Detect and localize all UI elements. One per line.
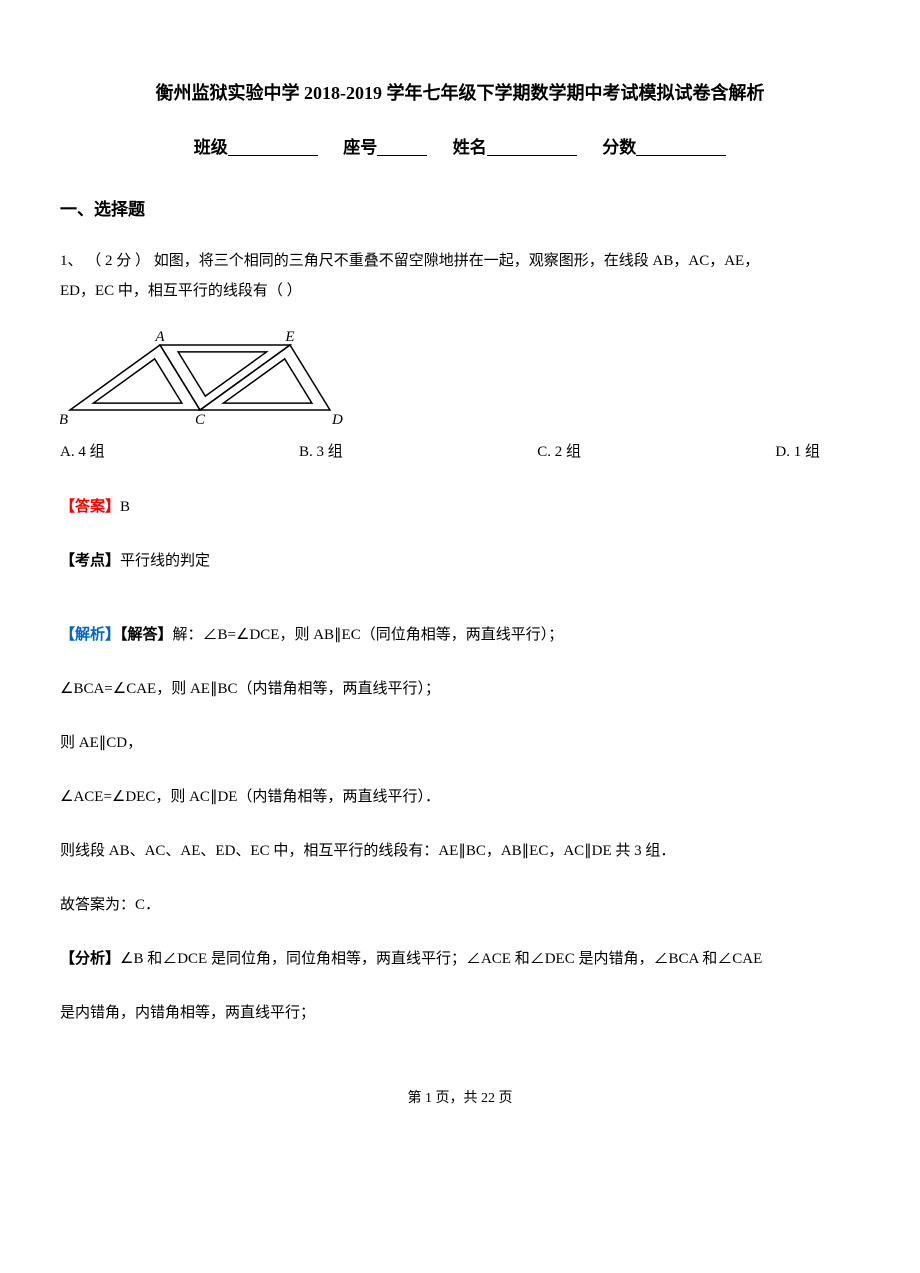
- topic-row: 【考点】平行线的判定: [60, 546, 860, 576]
- topic-value: 平行线的判定: [120, 553, 210, 569]
- page-title: 衡州监狱实验中学 2018-2019 学年七年级下学期数学期中考试模拟试卷含解析: [60, 80, 860, 107]
- name-label: 姓名: [453, 138, 487, 157]
- svg-text:A: A: [154, 330, 165, 345]
- analysis2-label: 【分析】: [60, 951, 120, 967]
- analysis2-line7: ∠B 和∠DCE 是同位角，同位角相等，两直线平行；∠ACE 和∠DEC 是内错…: [120, 951, 762, 967]
- page-footer: 第 1 页，共 22 页: [60, 1088, 860, 1109]
- footer-page: 1: [425, 1091, 432, 1106]
- explain-line4: ∠ACE=∠DEC，则 AC∥DE（内错角相等，两直线平行）．: [60, 782, 860, 812]
- question-number: 1、: [60, 253, 83, 269]
- footer-prefix: 第: [408, 1091, 426, 1106]
- explain-line6: 故答案为：C．: [60, 890, 860, 920]
- analysis-line1: 【解析】【解答】解：∠B=∠DCE，则 AB∥EC（同位角相等，两直线平行）；: [60, 620, 860, 650]
- footer-total: 22: [481, 1091, 495, 1106]
- triangle-figure: A E B C D: [60, 330, 860, 433]
- analysis-label: 【解析】: [60, 627, 120, 643]
- option-b: B. 3 组: [299, 441, 343, 464]
- option-d: D. 1 组: [775, 441, 820, 464]
- explain-line3: 则 AE∥CD，: [60, 728, 860, 758]
- seat-label: 座号: [343, 138, 377, 157]
- class-label: 班级: [194, 138, 228, 157]
- class-blank: [228, 139, 318, 156]
- footer-mid: 页，共: [432, 1091, 481, 1106]
- svg-text:C: C: [195, 412, 206, 425]
- options-row: A. 4 组 B. 3 组 C. 2 组 D. 1 组: [60, 441, 860, 464]
- analysis2-row: 【分析】∠B 和∠DCE 是同位角，同位角相等，两直线平行；∠ACE 和∠DEC…: [60, 944, 860, 974]
- answer-row: 【答案】B: [60, 492, 860, 522]
- explain-line5: 则线段 AB、AC、AE、ED、EC 中，相互平行的线段有：AE∥BC，AB∥E…: [60, 836, 860, 866]
- analysis2-line8: 是内错角，内错角相等，两直线平行；: [60, 998, 860, 1028]
- question-text-b: ED，EC 中，相互平行的线段有（ ）: [60, 283, 302, 299]
- option-c: C. 2 组: [537, 441, 581, 464]
- score-blank: [636, 139, 726, 156]
- score-label: 分数: [602, 138, 636, 157]
- answer-value: B: [120, 499, 130, 515]
- topic-label: 【考点】: [60, 553, 120, 569]
- question-text: 1、 （ 2 分 ） 如图，将三个相同的三角尺不重叠不留空隙地拼在一起，观察图形…: [60, 246, 860, 306]
- svg-text:B: B: [60, 412, 68, 425]
- svg-text:E: E: [284, 330, 294, 345]
- question-points: （ 2 分 ）: [86, 253, 150, 269]
- explain-line1: 解：∠B=∠DCE，则 AB∥EC（同位角相等，两直线平行）；: [173, 627, 564, 643]
- option-a: A. 4 组: [60, 441, 105, 464]
- explain-line2: ∠BCA=∠CAE，则 AE∥BC（内错角相等，两直线平行）；: [60, 674, 860, 704]
- name-blank: [487, 139, 577, 156]
- student-info-row: 班级 座号 姓名 分数: [60, 135, 860, 161]
- svg-text:D: D: [331, 412, 343, 425]
- spacer: [60, 600, 860, 620]
- footer-suffix: 页: [495, 1091, 513, 1106]
- triangle-svg: A E B C D: [60, 330, 350, 425]
- question-text-a: 如图，将三个相同的三角尺不重叠不留空隙地拼在一起，观察图形，在线段 AB，AC，…: [154, 253, 759, 269]
- section-heading: 一、选择题: [60, 197, 860, 223]
- explain-label: 【解答】: [120, 627, 173, 643]
- seat-blank: [377, 139, 427, 156]
- answer-label: 【答案】: [60, 499, 120, 515]
